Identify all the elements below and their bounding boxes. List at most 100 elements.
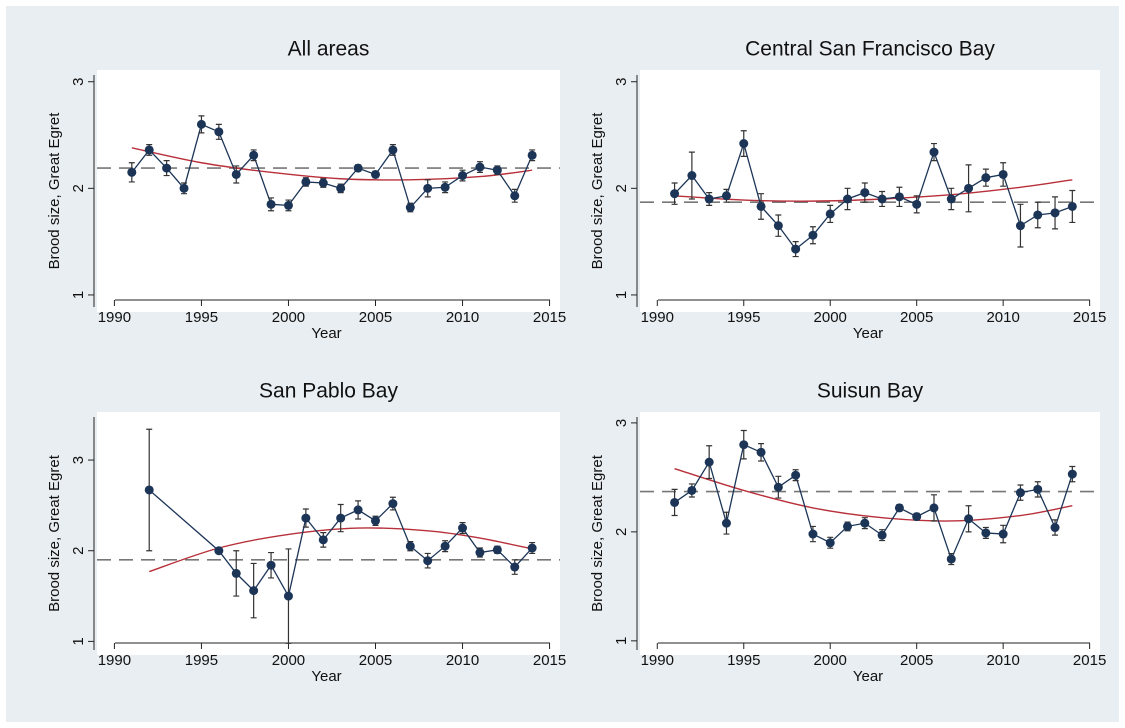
point xyxy=(1033,210,1043,220)
point xyxy=(492,545,502,555)
point xyxy=(894,192,904,202)
x-tick-label: 1995 xyxy=(727,652,760,669)
point xyxy=(721,518,731,528)
x-tick-label: 2015 xyxy=(533,309,566,326)
point xyxy=(301,177,311,187)
point xyxy=(1050,208,1060,218)
point xyxy=(1067,469,1077,479)
x-tick-label: 2010 xyxy=(986,309,1019,326)
point xyxy=(162,163,172,173)
x-axis-title: Year xyxy=(311,668,341,685)
point xyxy=(527,543,537,553)
point xyxy=(231,568,241,578)
point xyxy=(1050,523,1060,533)
x-tick-label: 2010 xyxy=(446,309,479,326)
point xyxy=(510,562,520,572)
point xyxy=(144,485,154,495)
x-tick-label: 2005 xyxy=(900,652,933,669)
point xyxy=(877,530,887,540)
point xyxy=(370,516,380,526)
point xyxy=(981,528,991,538)
point xyxy=(791,244,801,254)
x-tick-label: 2015 xyxy=(533,652,566,669)
point xyxy=(929,147,939,157)
x-tick-label: 2010 xyxy=(446,652,479,669)
point xyxy=(475,162,485,172)
point xyxy=(739,139,749,149)
panel-title: Central San Francisco Bay xyxy=(745,38,995,61)
point xyxy=(440,541,450,551)
point xyxy=(843,521,853,531)
x-tick-label: 1990 xyxy=(98,309,131,326)
point xyxy=(318,535,328,545)
x-tick-label: 1990 xyxy=(641,652,674,669)
point xyxy=(318,178,328,188)
point xyxy=(981,173,991,183)
point xyxy=(301,513,311,523)
x-tick-label: 1990 xyxy=(98,652,131,669)
y-tick-label: 2 xyxy=(70,547,87,555)
point xyxy=(704,194,714,204)
point xyxy=(912,512,922,522)
point xyxy=(998,169,1008,179)
point xyxy=(458,523,468,533)
x-tick-label: 1995 xyxy=(185,309,218,326)
point xyxy=(825,209,835,219)
point xyxy=(423,183,433,193)
x-tick-label: 2000 xyxy=(272,309,305,326)
y-tick-label: 3 xyxy=(70,78,87,86)
point xyxy=(877,194,887,204)
point xyxy=(1015,221,1025,231)
point xyxy=(843,194,853,204)
point xyxy=(773,221,783,231)
point xyxy=(912,199,922,209)
point xyxy=(670,189,680,199)
point xyxy=(946,554,956,564)
y-tick-label: 2 xyxy=(613,184,630,192)
point xyxy=(860,188,870,198)
x-tick-label: 1990 xyxy=(641,309,674,326)
plot-area xyxy=(640,70,1100,312)
series-line xyxy=(674,141,1073,251)
point xyxy=(739,440,749,450)
point xyxy=(440,182,450,192)
point xyxy=(283,591,293,601)
point xyxy=(144,145,154,155)
x-tick-label: 2010 xyxy=(986,652,1019,669)
point xyxy=(475,548,485,558)
x-tick-label: 2005 xyxy=(359,309,392,326)
x-tick-label: 2005 xyxy=(900,309,933,326)
y-axis-title: Brood size, Great Egret xyxy=(589,112,606,270)
point xyxy=(808,529,818,539)
point xyxy=(964,514,974,524)
plot-area xyxy=(640,412,1100,655)
point xyxy=(214,127,224,137)
series-line xyxy=(674,443,1073,561)
point xyxy=(756,201,766,211)
point xyxy=(231,169,241,179)
point xyxy=(791,470,801,480)
point xyxy=(388,499,398,509)
point xyxy=(405,541,415,551)
point xyxy=(721,191,731,201)
y-tick-label: 1 xyxy=(70,291,87,299)
x-tick-label: 2000 xyxy=(814,652,847,669)
point xyxy=(249,150,259,160)
point xyxy=(370,169,380,179)
trend-line xyxy=(674,467,1073,522)
point xyxy=(179,183,189,193)
point xyxy=(388,145,398,155)
y-axis-title: Brood size, Great Egret xyxy=(46,112,63,270)
point xyxy=(704,457,714,467)
point xyxy=(825,538,835,548)
point xyxy=(196,119,206,129)
point xyxy=(808,230,818,240)
point xyxy=(946,194,956,204)
point xyxy=(266,560,276,570)
point xyxy=(353,505,363,515)
point xyxy=(458,171,468,181)
point xyxy=(929,503,939,513)
point xyxy=(336,513,346,523)
